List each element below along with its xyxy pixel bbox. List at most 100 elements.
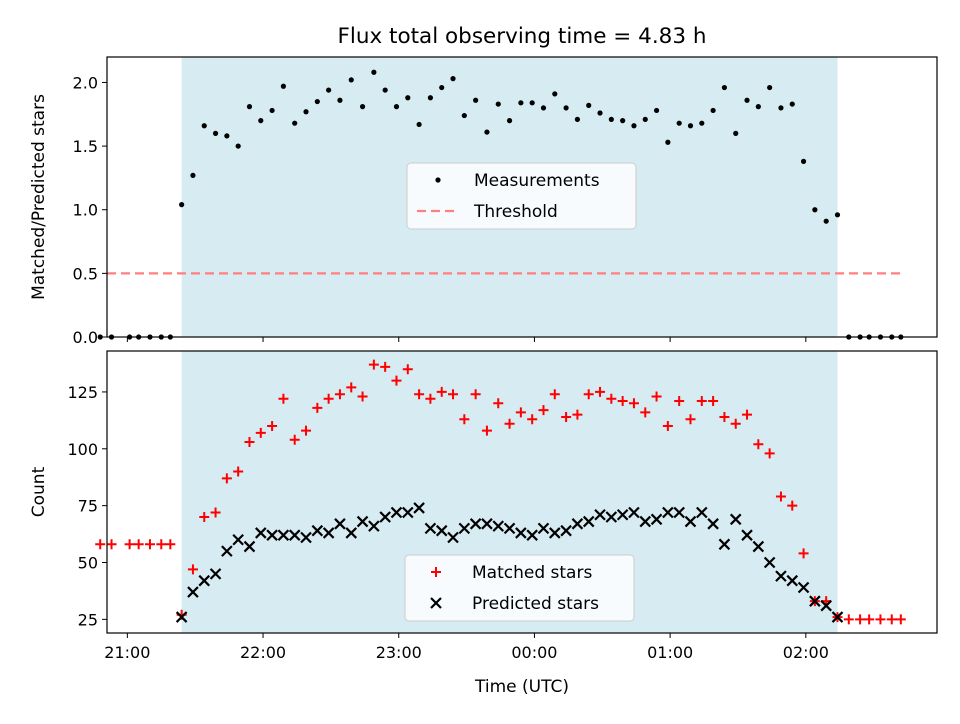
matched-star-point <box>886 614 897 625</box>
predicted-star-point <box>594 508 606 521</box>
measurement-point <box>269 107 275 114</box>
legend-label: Matched stars <box>472 563 592 583</box>
measurement-point <box>631 123 637 129</box>
matched-star-point <box>617 396 628 407</box>
axes-frame <box>106 350 938 634</box>
predicted-star-point <box>492 520 505 532</box>
legend: Matched stars Predicted stars <box>404 554 635 622</box>
predicted-star-point <box>820 599 832 612</box>
predicted-star-point <box>243 540 256 553</box>
legend-matched-swatch <box>431 567 441 577</box>
predicted-star-point <box>831 611 844 623</box>
measurement-point <box>224 133 230 139</box>
measurement-point <box>767 84 773 91</box>
predicted-star-point <box>255 527 267 539</box>
y-tick-label: 75 <box>78 497 98 516</box>
matched-star-point <box>289 434 300 445</box>
legend-label: Threshold <box>473 202 558 222</box>
matched-star-point <box>742 409 753 420</box>
matched-star-point <box>187 564 198 575</box>
matched-star-point <box>640 407 651 418</box>
axes-frame <box>106 56 938 338</box>
measurement-point <box>212 130 219 136</box>
matched-star-point <box>278 393 289 404</box>
matched-star-point <box>425 393 436 404</box>
matched-star-point <box>764 448 775 459</box>
matched-star-point <box>244 436 255 447</box>
measurement-point <box>687 123 694 129</box>
matched-star-point <box>606 393 617 404</box>
predicted-star-point <box>198 574 211 587</box>
matched-star-point <box>864 614 875 625</box>
measurement-point <box>473 97 479 103</box>
measurement-point <box>484 129 490 135</box>
predicted-star-point <box>729 513 742 526</box>
matched-star-point <box>708 396 719 407</box>
matched-star-point <box>448 389 459 400</box>
x-tick-label: 02:00 <box>783 643 829 662</box>
predicted-star-point <box>741 529 753 541</box>
matched-star-point <box>572 409 583 420</box>
predicted-star-point <box>232 533 244 546</box>
matched-star-point <box>481 425 492 436</box>
predicted-star-point <box>775 570 787 582</box>
predicted-star-point <box>763 556 776 569</box>
measurement-point <box>789 101 795 107</box>
matched-star-point <box>674 396 685 407</box>
y-tick-label: 1.0 <box>73 201 98 220</box>
matched-star-point <box>493 398 504 409</box>
matched-star-point <box>391 375 402 386</box>
measurement-point <box>416 121 422 128</box>
legend-label: Measurements <box>474 171 600 191</box>
matched-star-point <box>133 539 144 550</box>
series-matched-stars <box>95 359 906 625</box>
predicted-star-point <box>537 522 550 535</box>
matched-star-point <box>787 500 798 511</box>
predicted-star-point <box>707 518 719 530</box>
matched-star-point <box>753 439 764 450</box>
matched-star-point <box>210 507 221 518</box>
predicted-star-point <box>187 586 199 598</box>
matched-star-point <box>323 393 334 404</box>
matched-star-point <box>346 382 357 393</box>
predicted-star-point <box>684 515 697 528</box>
measurement-point <box>755 104 761 110</box>
predicted-star-point <box>345 527 358 539</box>
x-tick-label: 01:00 <box>647 643 693 662</box>
measurement-point <box>540 105 547 111</box>
x-axis-label: Time (UTC) <box>474 677 569 697</box>
y-axis-label: Matched/Predicted stars <box>29 94 49 300</box>
predicted-star-point <box>786 574 799 587</box>
predicted-star-point <box>300 531 312 544</box>
predicted-star-point <box>175 611 188 623</box>
matched-star-point <box>895 614 906 625</box>
predicted-star-point <box>379 511 391 523</box>
predicted-star-point <box>549 527 561 539</box>
legend-measurements-swatch <box>435 177 441 183</box>
measurement-point <box>721 84 728 91</box>
measurement-point <box>506 118 513 124</box>
matched-star-point <box>504 418 515 429</box>
measurement-point <box>744 97 750 103</box>
predicted-star-point <box>413 502 425 514</box>
y-tick-label: 25 <box>78 610 98 629</box>
measurement-point <box>778 105 784 111</box>
predicted-star-point <box>718 538 731 551</box>
predicted-star-point <box>447 531 459 544</box>
predicted-star-point <box>515 527 527 539</box>
series-predicted-stars <box>175 502 844 623</box>
matched-star-point <box>436 386 447 397</box>
predicted-star-point <box>481 518 493 530</box>
matched-star-point <box>199 512 210 523</box>
matched-star-point <box>165 539 176 550</box>
matched-star-point <box>95 539 106 550</box>
measurement-point <box>371 69 377 75</box>
series-measurements <box>97 69 904 340</box>
matched-star-point <box>730 418 741 429</box>
predicted-star-point <box>356 515 369 528</box>
matched-star-point <box>538 405 549 416</box>
measurement-point <box>314 98 320 105</box>
y-axis-label: Count <box>29 466 49 517</box>
measurement-point <box>179 202 185 208</box>
